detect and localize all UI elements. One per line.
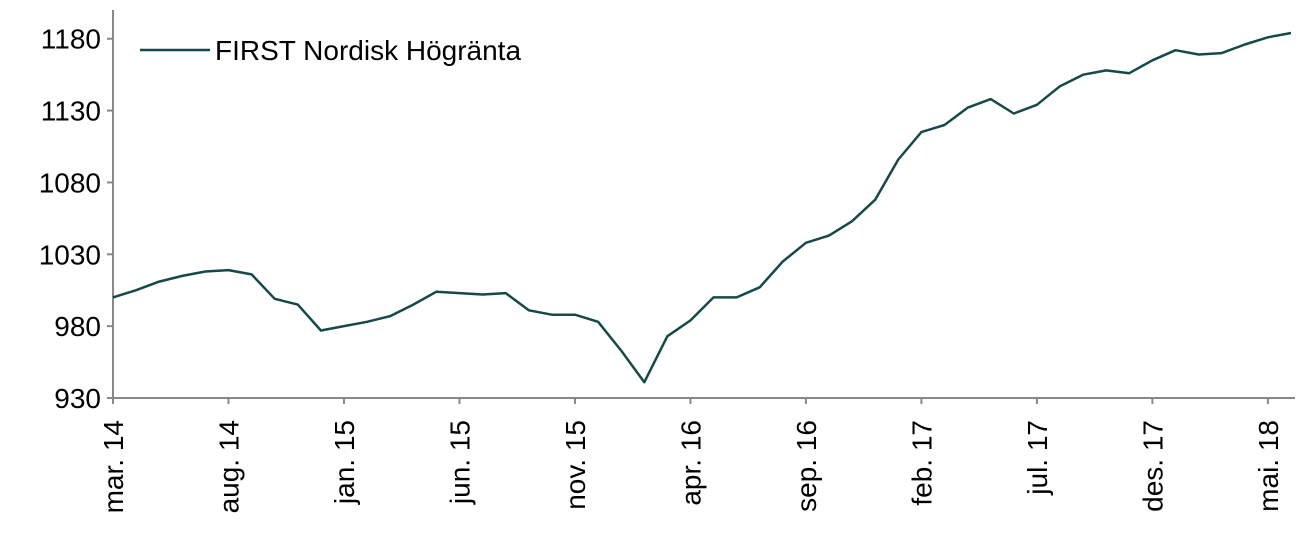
series-line bbox=[112, 31, 1292, 384]
y-tick-label: 930 bbox=[54, 383, 101, 414]
y-tick-label: 980 bbox=[54, 311, 101, 342]
x-tick-label: jan. 15 bbox=[329, 420, 360, 505]
x-tick-label: jun. 15 bbox=[444, 420, 475, 505]
x-tick-label: mar. 14 bbox=[98, 420, 129, 513]
legend-label: FIRST Nordisk Högränta bbox=[215, 35, 521, 66]
x-tick-label: feb. 17 bbox=[906, 420, 937, 506]
x-tick-label: mai. 18 bbox=[1253, 420, 1284, 512]
y-tick-label: 1030 bbox=[39, 239, 101, 270]
x-tick-label: nov. 15 bbox=[560, 420, 591, 510]
y-tick-label: 1180 bbox=[41, 24, 101, 55]
x-tick-label: jul. 17 bbox=[1022, 420, 1053, 496]
y-tick-label: 1130 bbox=[41, 96, 101, 127]
x-tick-label: des. 17 bbox=[1137, 420, 1168, 512]
x-tick-label: aug. 14 bbox=[213, 420, 244, 513]
x-tick-label: sep. 16 bbox=[791, 420, 822, 512]
y-tick-label: 1080 bbox=[39, 167, 101, 198]
x-tick-label: apr. 16 bbox=[675, 420, 706, 506]
